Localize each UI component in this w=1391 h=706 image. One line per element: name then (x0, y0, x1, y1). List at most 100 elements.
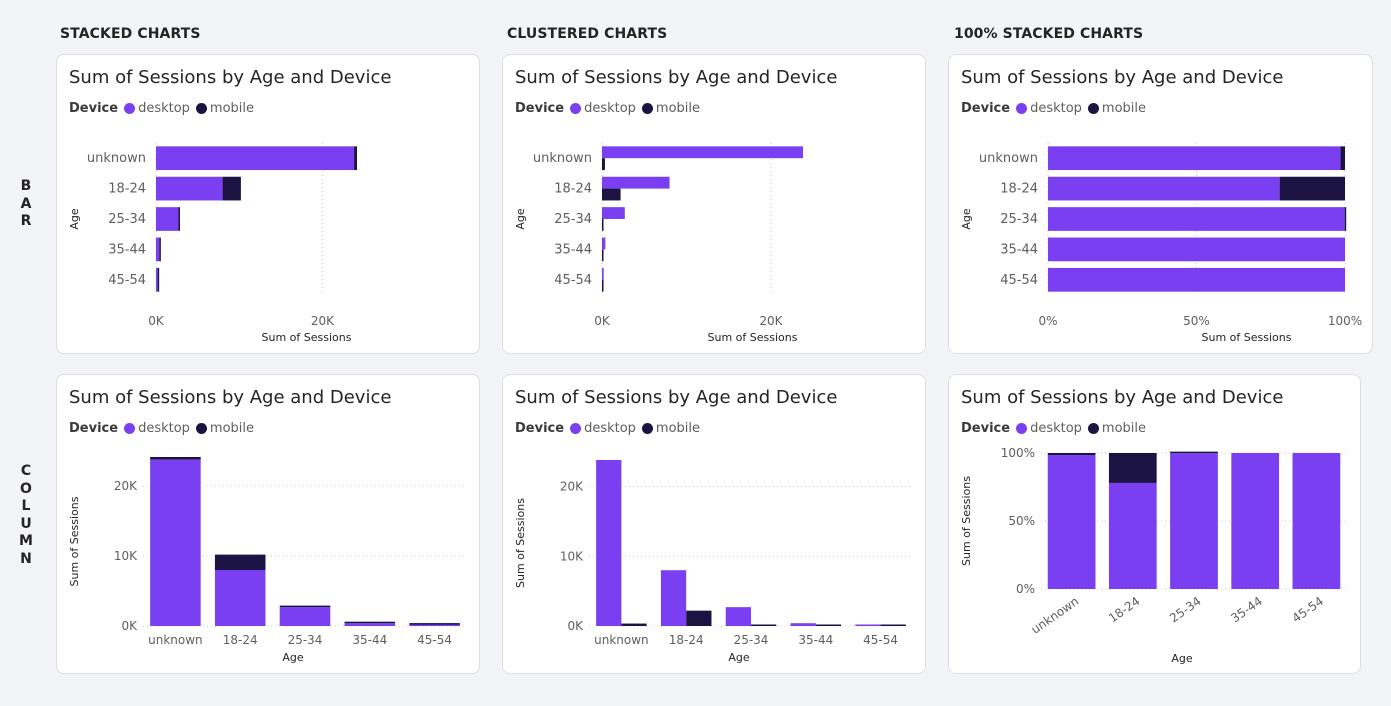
y-tick-label: 10K (114, 549, 138, 563)
legend-title: Device (69, 101, 119, 116)
chart-card-bar-stacked[interactable]: Sum of Sessions by Age and Device Device… (56, 54, 480, 354)
x-tick-label: 18-24 (669, 633, 704, 647)
y-tick-label: 35-44 (1000, 242, 1038, 257)
y-tick-label: 20K (114, 479, 138, 493)
row-label-letter: R (20, 213, 32, 229)
bar-mobile-unknown (354, 146, 357, 171)
column-desktop-35-44 (344, 623, 396, 626)
y-tick-label: 25-34 (108, 212, 146, 227)
bar-desktop-25-34 (602, 207, 625, 219)
legend-item-desktop[interactable]: desktop (570, 421, 636, 436)
chart-card-bar-clustered[interactable]: Sum of Sessions by Age and Device Device… (502, 54, 926, 354)
column-heading-stacked: STACKED CHARTS (60, 26, 201, 42)
bar-desktop-35-44 (156, 237, 160, 262)
y-axis-title: Age (68, 208, 81, 230)
bar-desktop-45-54 (602, 267, 604, 280)
column-desktop-25-34 (725, 607, 751, 626)
chart-card-column-100-stacked[interactable]: Sum of Sessions by Age and Device Device… (948, 374, 1361, 674)
bar-mobile-18-24 (222, 176, 241, 201)
legend-label: desktop (1030, 101, 1082, 116)
column-desktop-unknown (596, 460, 622, 626)
legend-item-mobile[interactable]: mobile (1087, 421, 1147, 436)
bar-mobile-25-34 (178, 207, 180, 231)
y-tick-label: 0% (1016, 582, 1035, 596)
y-tick-label: 45-54 (1000, 273, 1038, 288)
legend-dot-icon (641, 103, 653, 114)
column-mobile-18-24 (686, 610, 712, 626)
legend-item-mobile[interactable]: mobile (195, 421, 254, 436)
y-axis-title: Sum of Sessions (960, 476, 973, 566)
legend-label: mobile (655, 101, 701, 116)
column-desktop-25-34 (279, 607, 331, 626)
bar-desktop-45-54 (1048, 267, 1345, 292)
y-tick-label: 18-24 (108, 182, 146, 197)
legend-label: mobile (655, 421, 701, 436)
bar-mobile-35-44 (159, 237, 161, 262)
x-tick-label: 35-44 (798, 633, 833, 647)
x-axis-title: Age (282, 651, 304, 664)
legend-label: desktop (138, 421, 190, 436)
legend-dot-icon (1016, 103, 1028, 114)
chart-plot: 0K 20K unknown 18-24 25-34 35-44 45-54 Sum of S… (514, 143, 803, 344)
legend-item-desktop[interactable]: desktop (570, 101, 636, 116)
x-axis-title: Sum of Sessions (262, 331, 352, 344)
column-mobile-25-34 (1170, 451, 1218, 454)
y-tick-label: 45-54 (554, 273, 592, 288)
legend-item-mobile[interactable]: mobile (641, 421, 701, 436)
bar-desktop-unknown (602, 146, 803, 159)
column-mobile-45-54 (409, 623, 460, 625)
y-tick-label: 18-24 (1000, 182, 1038, 197)
column-desktop-18-24 (214, 570, 266, 626)
y-tick-label: 20K (560, 480, 584, 494)
legend-label: desktop (1030, 421, 1082, 436)
legend-item-mobile[interactable]: mobile (195, 101, 254, 116)
chart-card-column-clustered[interactable]: Sum of Sessions by Age and Device Device… (502, 374, 926, 674)
legend-item-desktop[interactable]: desktop (124, 421, 190, 436)
chart-card-column-stacked[interactable]: Sum of Sessions by Age and Device Device… (56, 374, 480, 674)
legend-label: mobile (1101, 421, 1147, 436)
legend-item-mobile[interactable]: mobile (641, 101, 701, 116)
y-tick-label: unknown (979, 151, 1038, 166)
column-desktop-18-24 (660, 570, 687, 626)
x-tick-label: 45-54 (417, 633, 452, 647)
legend-item-desktop[interactable]: desktop (1016, 421, 1082, 436)
column-heading-clustered: CLUSTERED CHARTS (507, 26, 668, 42)
y-tick-label: 25-34 (554, 212, 592, 227)
legend-dot-icon (195, 103, 207, 114)
column-mobile-25-34 (279, 605, 331, 608)
y-tick-label: 35-44 (108, 242, 146, 257)
column-desktop-35-44 (790, 623, 816, 626)
bar-mobile-18-24 (602, 188, 621, 201)
legend-item-desktop[interactable]: desktop (124, 101, 190, 116)
x-tick-label: 0K (594, 314, 611, 328)
bar-mobile-45-54 (157, 267, 160, 292)
bar-mobile-unknown (1340, 146, 1345, 171)
y-tick-label: 0K (567, 619, 584, 633)
legend-title: Device (515, 421, 565, 436)
column-desktop-unknown (1047, 455, 1096, 589)
chart-plot: 0% 50% 100% unknown 18-24 25-34 35-44 45-54 Sum … (960, 143, 1362, 344)
legend-item-desktop[interactable]: desktop (1016, 101, 1082, 116)
x-tick-label: 25-34 (734, 633, 769, 647)
legend-label: desktop (584, 421, 636, 436)
y-axis-title: Sum of Sessions (68, 496, 81, 586)
x-tick-label: 25-34 (288, 633, 323, 647)
legend-dot-icon (124, 423, 136, 434)
x-tick-label: 35-44 (352, 633, 387, 647)
legend-title: Device (961, 421, 1011, 436)
legend-item-mobile[interactable]: mobile (1087, 101, 1146, 116)
x-tick-label: 100% (1328, 314, 1362, 328)
x-tick-label: 45-54 (863, 633, 898, 647)
bar-desktop-18-24 (602, 176, 670, 189)
legend-dot-icon (1087, 423, 1099, 434)
chart-card-bar-100-stacked[interactable]: Sum of Sessions by Age and Device Device… (948, 54, 1373, 354)
row-label-letter: C (20, 463, 32, 479)
x-tick-label: unknown (148, 633, 203, 647)
column-mobile-25-34 (751, 624, 777, 626)
legend-dot-icon (570, 103, 582, 114)
row-label-letter: U (20, 515, 32, 532)
y-tick-label: 25-34 (1000, 212, 1038, 227)
chart-plot: 0K 10K 20K unknown 18-24 25-34 35-44 45-54 Age Su… (514, 460, 913, 664)
bar-desktop-25-34 (1048, 207, 1345, 231)
